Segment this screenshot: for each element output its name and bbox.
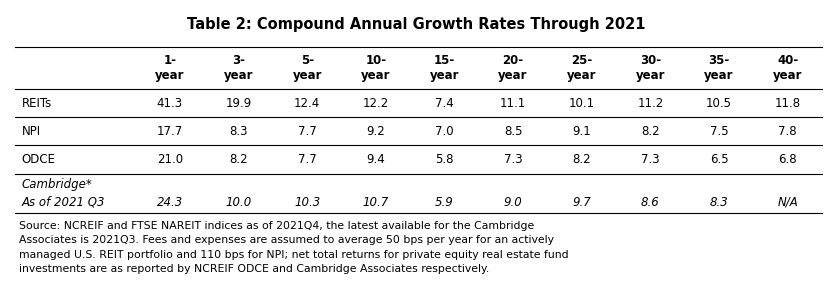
Text: 7.5: 7.5 xyxy=(710,125,728,138)
Text: REITs: REITs xyxy=(22,97,52,110)
Text: 8.2: 8.2 xyxy=(572,153,591,166)
Text: Cambridge*: Cambridge* xyxy=(22,178,92,191)
Text: 8.6: 8.6 xyxy=(641,196,660,209)
Text: 35-
year: 35- year xyxy=(705,54,734,82)
Text: As of 2021 Q3: As of 2021 Q3 xyxy=(22,196,105,209)
Text: 6.8: 6.8 xyxy=(779,153,797,166)
Text: 10-
year: 10- year xyxy=(361,54,390,82)
Text: Table 2: Compound Annual Growth Rates Through 2021: Table 2: Compound Annual Growth Rates Th… xyxy=(186,17,646,32)
Text: 30-
year: 30- year xyxy=(636,54,665,82)
Text: 7.0: 7.0 xyxy=(435,125,453,138)
Text: 25-
year: 25- year xyxy=(567,54,597,82)
Text: 7.7: 7.7 xyxy=(298,125,317,138)
Text: 9.2: 9.2 xyxy=(366,125,385,138)
Text: 8.3: 8.3 xyxy=(230,125,248,138)
Text: 8.5: 8.5 xyxy=(504,125,522,138)
Text: 21.0: 21.0 xyxy=(157,153,183,166)
Text: 9.0: 9.0 xyxy=(503,196,522,209)
Text: 40-
year: 40- year xyxy=(773,54,802,82)
Text: 41.3: 41.3 xyxy=(157,97,183,110)
Text: 15-
year: 15- year xyxy=(430,54,459,82)
Text: 8.3: 8.3 xyxy=(710,196,729,209)
Text: 7.7: 7.7 xyxy=(298,153,317,166)
Text: 17.7: 17.7 xyxy=(156,125,183,138)
Text: 9.4: 9.4 xyxy=(366,153,385,166)
Text: 10.3: 10.3 xyxy=(294,196,320,209)
Text: NPI: NPI xyxy=(22,125,41,138)
Text: 11.1: 11.1 xyxy=(500,97,527,110)
Text: 10.0: 10.0 xyxy=(225,196,252,209)
Text: 11.8: 11.8 xyxy=(775,97,800,110)
Text: 5-
year: 5- year xyxy=(293,54,322,82)
Text: 7.4: 7.4 xyxy=(435,97,454,110)
Text: 12.4: 12.4 xyxy=(294,97,320,110)
Text: 10.7: 10.7 xyxy=(363,196,389,209)
Text: 11.2: 11.2 xyxy=(637,97,664,110)
Text: 12.2: 12.2 xyxy=(363,97,389,110)
Text: 7.3: 7.3 xyxy=(504,153,522,166)
Text: 8.2: 8.2 xyxy=(641,125,660,138)
Text: 24.3: 24.3 xyxy=(156,196,183,209)
Text: Source: NCREIF and FTSE NAREIT indices as of 2021Q4, the latest available for th: Source: NCREIF and FTSE NAREIT indices a… xyxy=(19,221,569,274)
Text: 3-
year: 3- year xyxy=(224,54,253,82)
Text: 6.5: 6.5 xyxy=(710,153,728,166)
Text: 9.7: 9.7 xyxy=(572,196,592,209)
Text: 5.8: 5.8 xyxy=(435,153,453,166)
Text: 10.1: 10.1 xyxy=(569,97,595,110)
Text: 7.8: 7.8 xyxy=(779,125,797,138)
Text: 7.3: 7.3 xyxy=(641,153,660,166)
Text: 5.9: 5.9 xyxy=(435,196,454,209)
Text: ODCE: ODCE xyxy=(22,153,56,166)
Text: 10.5: 10.5 xyxy=(706,97,732,110)
Text: 9.1: 9.1 xyxy=(572,125,592,138)
Text: 20-
year: 20- year xyxy=(498,54,527,82)
Text: 19.9: 19.9 xyxy=(225,97,252,110)
Text: 1-
year: 1- year xyxy=(156,54,185,82)
Text: N/A: N/A xyxy=(777,196,798,209)
Text: 8.2: 8.2 xyxy=(230,153,248,166)
